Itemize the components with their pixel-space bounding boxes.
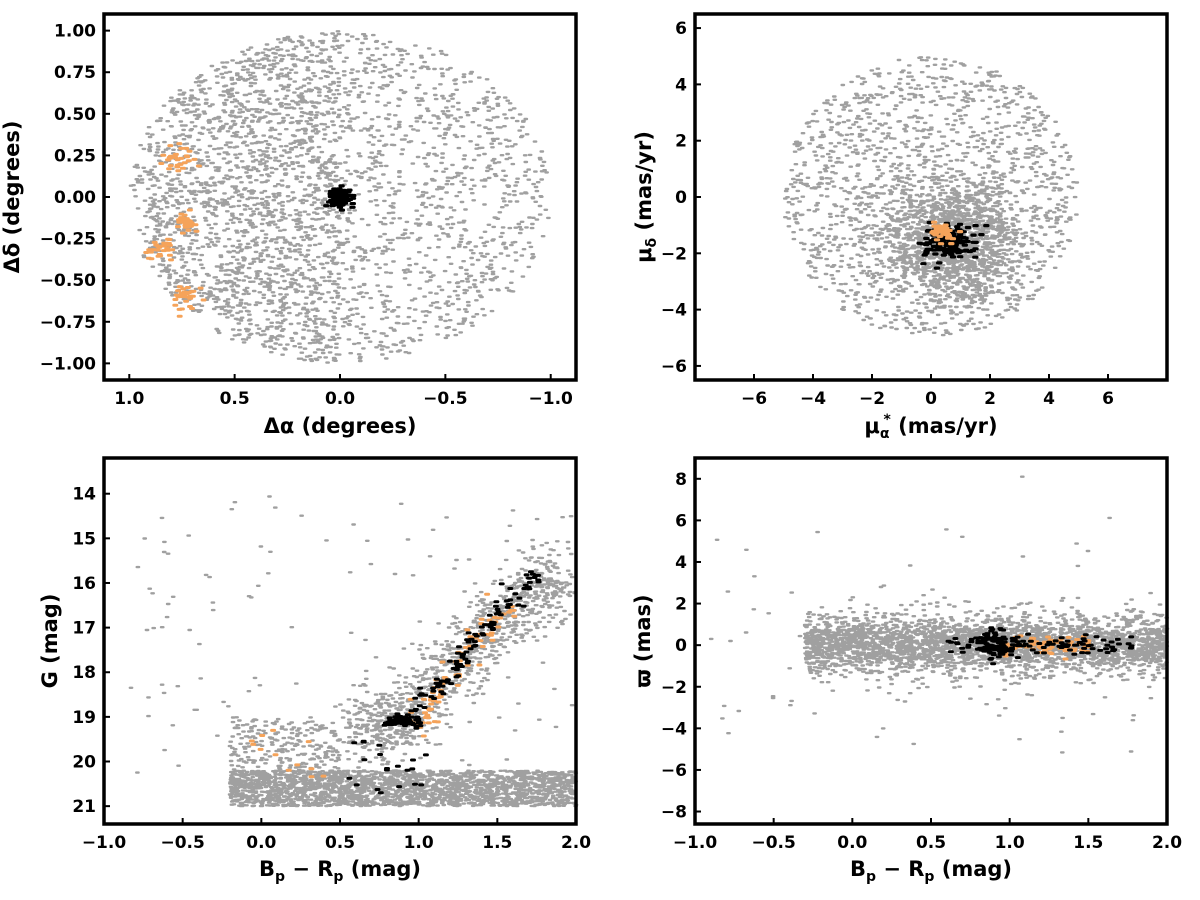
sky-y-tick-label: −1.00 — [40, 354, 96, 374]
pm-chart: −6 −4 −2 0 2 4 6 6 4 2 0 −2 −4 −6 μα* (mas/yr) μδ (ma… — [632, 12, 1169, 442]
cmd-x-tick-label: 0.5 — [325, 833, 355, 853]
parallax-x-tick-label: 1.5 — [1073, 833, 1103, 853]
pm-plot-area — [695, 14, 1167, 380]
cmd-ticks: −1.0 −0.5 0.0 0.5 1.0 1.5 2.0 21 20 19 18 17 16 15 14 — [72, 485, 591, 853]
sky-y-tick-label: −0.75 — [40, 313, 96, 333]
pm-x-tick-label: 6 — [1102, 389, 1114, 409]
sky-field-points — [128, 30, 551, 364]
pm-x-tick-label: −4 — [800, 389, 826, 409]
sky-y-tick-label: 0.50 — [54, 105, 96, 125]
parallax-ticks: −1.0 −0.5 0.0 0.5 1.0 1.5 2.0 8 6 4 2 0 −2 −4 −6 −8 — [661, 470, 1182, 853]
sky-ticks: 1.0 0.5 0.0 −0.5 −1.0 1.00 0.75 0.50 0.25 0.00 −0.… — [40, 22, 573, 409]
parallax-y-tick-label: 6 — [675, 511, 687, 531]
sky-y-tick-label: 0.00 — [54, 188, 96, 208]
pm-y-tick-label: 6 — [675, 19, 687, 39]
cmd-x-tick-label: 2.0 — [561, 833, 591, 853]
pm-y-tick-label: 0 — [675, 188, 687, 208]
cmd-chart: −1.0 −0.5 0.0 0.5 1.0 1.5 2.02120191817161514 … — [38, 456, 591, 885]
sky-y-axis-label: Δδ (degrees) — [0, 121, 24, 274]
parallax-chart: −1.0 −0.5 0.0 0.5 1.0 1.5 2.0 8 6 4 2 0 −2 −4 −6 −8 Bp … — [631, 456, 1182, 885]
sky-y-tick-label: −0.25 — [40, 230, 96, 250]
sky-y-tick-label: 0.75 — [54, 63, 96, 83]
pm-x-tick-label: 2 — [984, 389, 996, 409]
cmd-x-tick-label: −0.5 — [160, 833, 204, 853]
parallax-y-tick-label: −8 — [661, 803, 687, 823]
pm-x-tick-label: −6 — [741, 389, 767, 409]
cmd-y-tick-label: 15 — [72, 529, 96, 549]
pm-y-axis-label: μδ (mas/yr) — [632, 131, 660, 263]
parallax-y-tick-label: 8 — [675, 470, 687, 490]
cmd-x-axis-label: Bp − Rp (mag) — [259, 857, 421, 885]
sky-x-axis-label: Δα (degrees) — [264, 414, 417, 438]
cmd-y-axis-label: G (mag) — [38, 594, 62, 689]
pm-y-tick-label: −2 — [661, 244, 687, 264]
sky-member-points — [323, 184, 357, 212]
sky-chart: 1.0 0.5 0.0 −0.5 −1.0 1.00 0.75 0.50 0.25 0.00 −0.… — [0, 12, 578, 438]
cmd-y-tick-label: 18 — [72, 663, 96, 683]
pm-orange-points — [929, 220, 964, 246]
sky-y-tick-label: −0.50 — [40, 271, 96, 291]
sky-x-tick-label: 0.0 — [325, 389, 355, 409]
parallax-points — [708, 475, 1170, 754]
pm-y-tick-label: −4 — [661, 301, 687, 321]
sky-y-tick-label: 1.00 — [54, 22, 96, 42]
parallax-y-tick-label: −6 — [661, 761, 687, 781]
cmd-y-tick-label: 20 — [72, 753, 96, 773]
sky-points — [128, 30, 551, 364]
pm-ticks: −6 −4 −2 0 2 4 6 6 4 2 0 −2 −4 −6 — [661, 19, 1114, 409]
pm-y-tick-label: 2 — [675, 132, 687, 152]
pm-points — [782, 56, 1080, 337]
cmd-x-tick-label: −1.0 — [82, 833, 127, 853]
sky-orange-points — [143, 142, 207, 318]
cmd-y-tick-label: 16 — [72, 574, 96, 594]
cmd-x-tick-label: 1.5 — [482, 833, 512, 853]
parallax-x-tick-label: 0.0 — [837, 833, 867, 853]
cmd-x-tick-label: 0.0 — [246, 833, 276, 853]
parallax-member-points — [945, 626, 1135, 666]
cmd-points — [128, 495, 579, 808]
cmd-x-tick-label: 1.0 — [404, 833, 434, 853]
pm-y-tick-label: 4 — [675, 75, 687, 95]
sky-x-tick-label: 0.5 — [220, 389, 250, 409]
cmd-y-tick-label: 19 — [72, 708, 96, 728]
cmd-y-tick-label: 21 — [72, 797, 96, 817]
cmd-member-points — [346, 570, 542, 795]
pm-x-tick-label: −2 — [859, 389, 885, 409]
parallax-x-tick-label: 0.5 — [916, 833, 946, 853]
sky-x-tick-label: −0.5 — [423, 389, 467, 409]
parallax-x-tick-label: −0.5 — [751, 833, 795, 853]
parallax-y-tick-label: 2 — [675, 595, 687, 615]
cmd-y-tick-label: 14 — [72, 485, 96, 505]
sky-y-tick-label: 0.25 — [54, 146, 96, 166]
pm-y-tick-label: −6 — [661, 357, 687, 377]
cmd-y-tick-label: 17 — [72, 619, 96, 639]
pm-x-tick-label: 4 — [1043, 389, 1055, 409]
parallax-x-tick-label: 2.0 — [1152, 833, 1182, 853]
sky-x-tick-label: −1.0 — [529, 389, 574, 409]
parallax-x-tick-label: 1.0 — [995, 833, 1025, 853]
parallax-y-tick-label: 0 — [675, 636, 687, 656]
pm-x-axis-label: μα* (mas/yr) — [864, 412, 997, 442]
parallax-y-tick-label: −2 — [661, 678, 687, 698]
parallax-y-axis-label: ϖ (mas) — [631, 594, 655, 687]
parallax-x-tick-label: −1.0 — [673, 833, 718, 853]
parallax-x-axis-label: Bp − Rp (mag) — [850, 857, 1012, 885]
pm-x-tick-label: 0 — [925, 389, 937, 409]
sky-x-tick-label: 1.0 — [114, 389, 144, 409]
parallax-y-tick-label: −4 — [661, 719, 687, 739]
parallax-y-tick-label: 4 — [675, 553, 687, 573]
